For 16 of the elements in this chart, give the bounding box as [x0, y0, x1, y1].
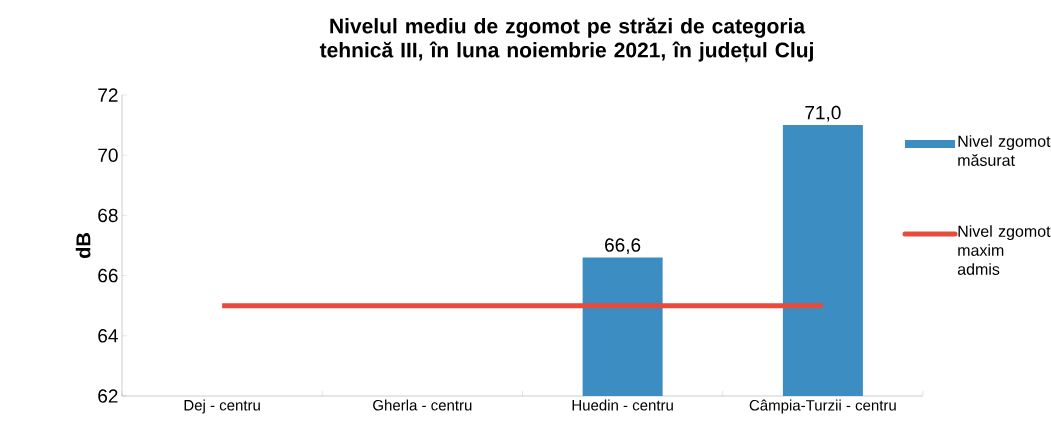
y-tick-label: 70 — [98, 148, 118, 162]
x-tick-label: Gherla - centru — [373, 399, 472, 411]
y-tick-label: 68 — [98, 208, 118, 223]
y-tick-label: 66 — [98, 268, 118, 283]
y-tick-label: 72 — [98, 88, 118, 102]
legend-label: Nivel zgomot măsurat — [958, 135, 1051, 166]
legend-label: Nivel zgomot maxim admis — [957, 225, 1051, 275]
y-axis-title: dB — [75, 233, 91, 259]
chart-title: Nivelul mediu de zgomot pe străzi de categoria tehnică III, în luna noiembrie 2021, în județul Cluj — [319, 17, 813, 63]
x-tick-label: Câmpia-Turzii - centru — [749, 399, 896, 414]
x-tick-label: Dej - centru — [184, 399, 260, 414]
x-tick-label: Huedin - centru — [572, 399, 673, 411]
data-label: 71,0 — [805, 105, 841, 122]
y-tick-label: 62 — [98, 389, 118, 403]
y-tick-label: 64 — [98, 329, 118, 343]
data-label: 66,6 — [605, 238, 641, 254]
